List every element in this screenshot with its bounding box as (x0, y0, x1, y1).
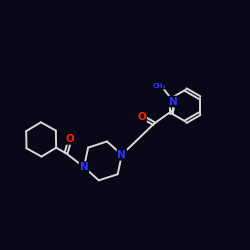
Text: O: O (137, 112, 146, 122)
Text: N: N (169, 96, 178, 106)
Text: N: N (118, 150, 126, 160)
Text: N: N (80, 162, 88, 172)
Text: CH₃: CH₃ (153, 83, 166, 89)
Text: O: O (66, 134, 74, 144)
